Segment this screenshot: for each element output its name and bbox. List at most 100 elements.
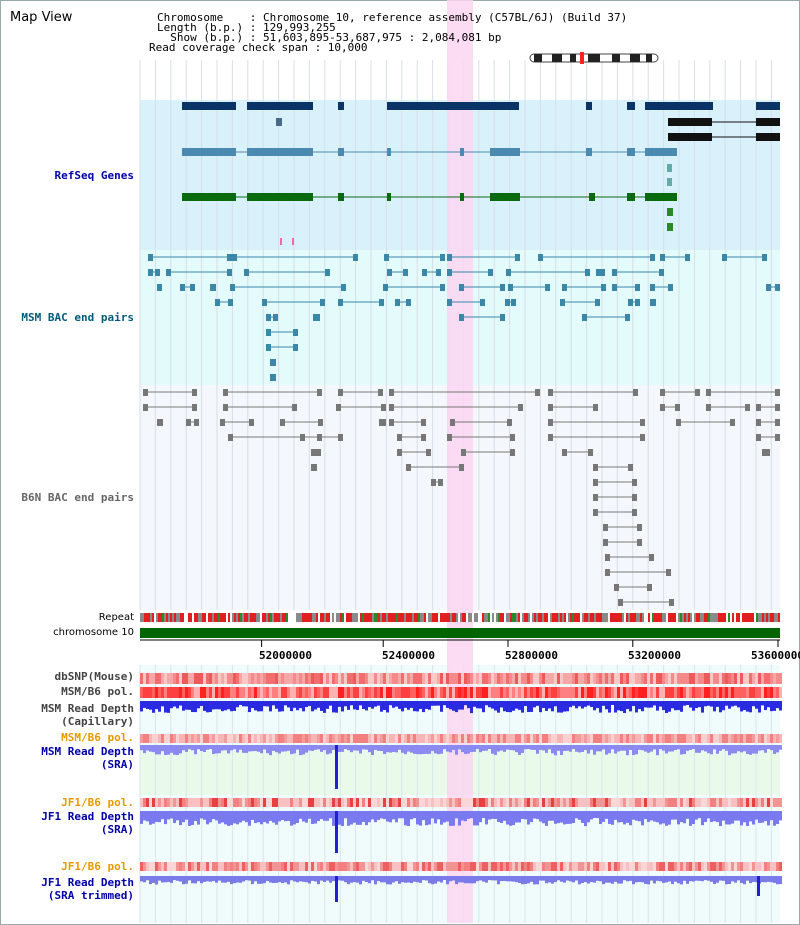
heat-cell <box>620 798 623 807</box>
track-label-jf1-depth-sra[interactable]: JF1 Read Depth (SRA) <box>41 810 134 836</box>
repeat-feature <box>468 613 470 622</box>
bac-end <box>426 449 431 456</box>
heat-cell <box>227 673 230 684</box>
heat-cell <box>545 862 548 871</box>
depth-bar <box>623 701 626 713</box>
depth-bar <box>314 811 317 824</box>
bac-end <box>506 269 511 276</box>
heat-cell <box>287 862 290 871</box>
heat-cell <box>191 798 194 807</box>
track-label-msm-depth-capillary[interactable]: MSM Read Depth (Capillary) <box>41 702 134 728</box>
depth-bar <box>155 811 158 822</box>
depth-bar <box>404 876 407 883</box>
depth-bar <box>203 701 206 711</box>
depth-bar <box>236 876 239 883</box>
depth-bar <box>665 811 668 826</box>
bac-end <box>315 314 320 321</box>
heat-cell <box>326 687 329 698</box>
heat-cell <box>359 673 362 684</box>
heat-cell <box>200 673 203 684</box>
track-label-msm-depth-sra[interactable]: MSM Read Depth (SRA) <box>41 745 134 771</box>
heat-cell <box>293 673 296 684</box>
heat-cell <box>392 687 395 698</box>
repeat-feature <box>524 613 526 622</box>
heat-cell <box>770 734 773 743</box>
track-label-b6n-bac[interactable]: B6N BAC end pairs <box>21 491 134 504</box>
heat-cell <box>521 734 524 743</box>
heat-cell <box>722 734 725 743</box>
heat-cell <box>269 798 272 807</box>
heat-cell <box>590 673 593 684</box>
track-label-msm-bac[interactable]: MSM BAC end pairs <box>21 311 134 324</box>
heat-cell <box>380 687 383 698</box>
depth-bar <box>653 811 656 822</box>
repeat-feature <box>522 613 524 622</box>
heat-cell <box>572 673 575 684</box>
heat-cell <box>746 798 749 807</box>
bac-end <box>593 464 598 471</box>
repeat-feature <box>676 613 678 622</box>
bac-end <box>143 404 148 411</box>
depth-bar <box>434 745 437 754</box>
bac-end <box>618 599 623 606</box>
depth-bar <box>719 745 722 751</box>
repeat-feature <box>420 613 422 622</box>
track-label-jf1-b6-pol[interactable]: JF1/B6 pol. <box>61 796 134 809</box>
heat-cell <box>479 862 482 871</box>
heat-cell <box>737 734 740 743</box>
depth-bar <box>287 811 290 821</box>
heat-cell <box>245 687 248 698</box>
heat-cell <box>500 687 503 698</box>
heat-cell <box>413 862 416 871</box>
depth-bar <box>179 745 182 754</box>
depth-bar <box>677 745 680 750</box>
depth-bar <box>581 811 584 823</box>
bac-end <box>338 434 343 441</box>
depth-bar <box>311 811 314 825</box>
repeat-feature <box>618 613 620 622</box>
heat-cell <box>533 734 536 743</box>
heat-cell <box>275 862 278 871</box>
gene-exon <box>490 193 520 201</box>
depth-bar <box>320 701 323 711</box>
heat-cell <box>716 798 719 807</box>
depth-bar <box>719 876 722 881</box>
depth-bar <box>338 876 341 881</box>
repeat-feature <box>254 613 256 622</box>
track-label-refseq[interactable]: RefSeq Genes <box>54 169 134 182</box>
track-label-jf1-b6-pol-2[interactable]: JF1/B6 pol. <box>61 860 134 873</box>
heat-cell <box>269 673 272 684</box>
repeat-feature <box>260 613 262 622</box>
heat-cell <box>470 673 473 684</box>
heat-cell <box>242 862 245 871</box>
heat-cell <box>338 798 341 807</box>
depth-bar <box>740 876 743 884</box>
depth-bar <box>158 745 161 755</box>
heat-cell <box>680 734 683 743</box>
heat-cell <box>515 673 518 684</box>
track-label-msm-b6-pol[interactable]: MSM/B6 pol. <box>61 685 134 698</box>
heat-cell <box>518 673 521 684</box>
repeat-feature <box>700 613 702 622</box>
depth-bar <box>479 876 482 881</box>
heat-cell <box>329 862 332 871</box>
heat-cell <box>653 734 656 743</box>
depth-bar <box>353 701 356 710</box>
depth-bar <box>272 701 275 706</box>
depth-bar <box>668 745 671 752</box>
heat-cell <box>371 673 374 684</box>
heat-cell <box>728 673 731 684</box>
depth-bar <box>296 745 299 750</box>
heat-cell <box>443 673 446 684</box>
depth-bar <box>452 811 455 826</box>
depth-bar <box>560 876 563 882</box>
repeat-feature <box>574 613 576 622</box>
track-label-msm-b6-pol-2[interactable]: MSM/B6 pol. <box>61 731 134 744</box>
depth-bar <box>626 745 629 756</box>
repeat-feature <box>344 613 346 622</box>
depth-bar <box>554 745 557 756</box>
heat-cell <box>734 734 737 743</box>
track-label-dbsnp[interactable]: dbSNP(Mouse) <box>54 670 134 683</box>
track-label-jf1-depth-trimmed[interactable]: JF1 Read Depth (SRA trimmed) <box>41 876 134 902</box>
depth-bar <box>632 811 635 820</box>
